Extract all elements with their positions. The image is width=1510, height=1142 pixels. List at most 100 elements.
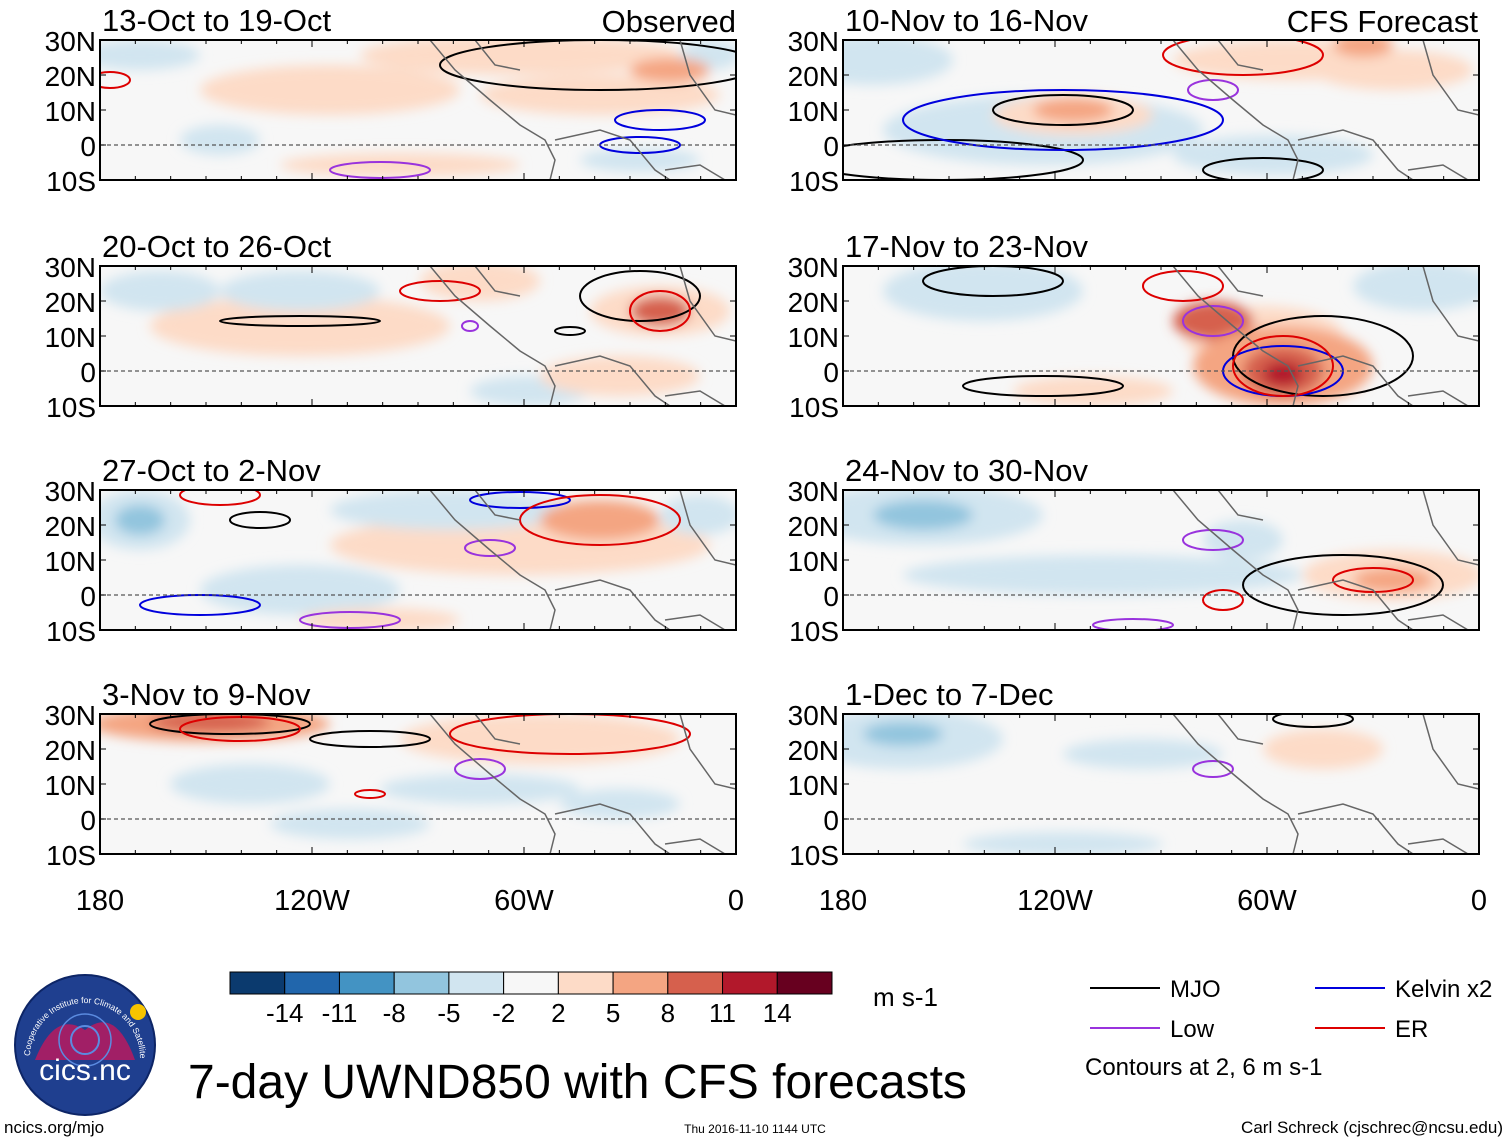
wave-contour [354, 789, 386, 799]
wave-contour [1142, 270, 1224, 302]
map-panel: 30N 20N 10N 0 10S 24-Nov to 30-Nov [788, 450, 1480, 647]
author-credit: Carl Schreck (cjschrec@ncsu.edu) [1241, 1118, 1503, 1137]
wave-contour [1272, 714, 1354, 728]
coastline [1172, 266, 1479, 406]
lat-tick-label: 30N [45, 700, 96, 731]
lat-tick-label: 10N [788, 546, 839, 577]
lon-tick-label: 60W [494, 885, 554, 917]
wave-contour [1187, 79, 1239, 101]
wave-contour [461, 320, 479, 332]
lat-tick-label: 10S [789, 840, 839, 871]
lat-tick-label: 10S [789, 392, 839, 423]
colorbar-swatch [393, 971, 450, 995]
lat-tick-label: 20N [788, 287, 839, 318]
lat-tick-label: 10S [46, 616, 96, 647]
anomaly-shading [963, 832, 1163, 854]
wave-contour [149, 714, 311, 735]
coastline [429, 40, 736, 180]
lon-tick-label: 180 [819, 885, 867, 917]
lat-tick-label: 10N [45, 770, 96, 801]
lat-tick-label: 30N [45, 476, 96, 507]
coastline [1172, 40, 1479, 180]
units-label: m s-1 [873, 982, 938, 1012]
map-panel: 30N 20N 10N 0 10S 1-Dec to 7-Dec [788, 674, 1480, 871]
wave-contour [1192, 760, 1234, 778]
lat-tick-label: 0 [80, 581, 96, 612]
anomaly-shading [380, 774, 580, 804]
lon-tick-label: 120W [274, 885, 350, 917]
legend-label: Kelvin x2 [1395, 976, 1492, 1003]
lat-tick-label: 10N [788, 770, 839, 801]
anomaly-shading [1353, 568, 1433, 592]
anomaly-shading [1263, 362, 1303, 386]
anomaly-shading [115, 505, 165, 535]
lon-tick-label: 0 [728, 885, 744, 917]
colorbar-swatch [503, 971, 559, 995]
wave-contour [1092, 618, 1174, 630]
lat-tick-label: 30N [788, 700, 839, 731]
colorbar-level-label: -11 [322, 998, 358, 1028]
lat-tick-label: 10S [789, 616, 839, 647]
lat-tick-label: 20N [45, 735, 96, 766]
colorbar-swatch [612, 971, 669, 995]
anomaly-shading [330, 490, 570, 530]
lat-tick-label: 10N [45, 546, 96, 577]
anomaly-shading [863, 722, 943, 746]
wave-contour [399, 280, 481, 302]
anomaly-shading [270, 809, 430, 839]
wave-contour [922, 266, 1064, 297]
anomaly-shading [883, 266, 1083, 321]
lat-tick-label: 30N [45, 26, 96, 57]
anomaly-shading [903, 555, 1303, 595]
colorbar-swatch [776, 971, 833, 995]
logo-text: cics.nc [39, 1054, 131, 1087]
forecast-label: CFS Forecast [1287, 4, 1479, 39]
anomaly-shading [1333, 40, 1393, 57]
wave-contour [1182, 305, 1244, 337]
legend-label: MJO [1170, 976, 1221, 1003]
lat-tick-label: 30N [788, 26, 839, 57]
wave-contour [219, 315, 381, 327]
wave-contour [469, 491, 571, 509]
anomaly-shading [1353, 266, 1479, 311]
coastline [429, 714, 736, 854]
figure-title: 7-day UWND850 with CFS forecasts [188, 1056, 967, 1109]
colorbar-level-label: -2 [492, 998, 515, 1028]
colorbar-level-label: -5 [437, 998, 460, 1028]
colorbar-swatch [284, 971, 340, 995]
coastline [429, 490, 736, 630]
map-panel: 30N 20N 10N 0 10S 17-Nov to 23-Nov [788, 226, 1480, 423]
panel-period-label: 1-Dec to 7-Dec [845, 677, 1053, 712]
lon-tick-label: 0 [1471, 885, 1487, 917]
lat-tick-label: 0 [823, 805, 839, 836]
colorbar-level-label: 2 [551, 998, 565, 1028]
panel-period-label: 20-Oct to 26-Oct [102, 229, 332, 264]
anomaly-shading [170, 764, 330, 804]
colorbar-level-label: 11 [709, 998, 736, 1028]
panel-period-label: 10-Nov to 16-Nov [845, 3, 1088, 38]
colorbar-level-label: -8 [383, 998, 406, 1028]
anomaly-shading [630, 58, 710, 82]
anomaly-shading [1173, 301, 1253, 341]
wave-contour [992, 94, 1134, 126]
contour-note: Contours at 2, 6 m s-1 [1085, 1054, 1322, 1081]
anomaly-shading [180, 125, 260, 155]
wave-contour [309, 730, 431, 748]
anomaly-shading [560, 789, 680, 819]
anomaly-shading [1313, 50, 1473, 90]
wave-contour [1202, 157, 1324, 180]
colorbar-swatch [338, 971, 395, 995]
anomaly-shading [873, 500, 973, 530]
lon-tick-label: 60W [1237, 885, 1297, 917]
observed-label: Observed [602, 4, 736, 39]
panel-period-label: 27-Oct to 2-Nov [102, 453, 321, 488]
site-link[interactable]: ncics.org/mjo [4, 1118, 104, 1137]
wave-contour [1332, 567, 1414, 593]
lat-tick-label: 10N [45, 322, 96, 353]
panel-period-label: 17-Nov to 23-Nov [845, 229, 1088, 264]
wave-contour [962, 375, 1124, 397]
lat-tick-label: 20N [45, 287, 96, 318]
lat-tick-label: 10N [788, 322, 839, 353]
lat-tick-label: 30N [788, 252, 839, 283]
lat-tick-label: 10N [45, 96, 96, 127]
